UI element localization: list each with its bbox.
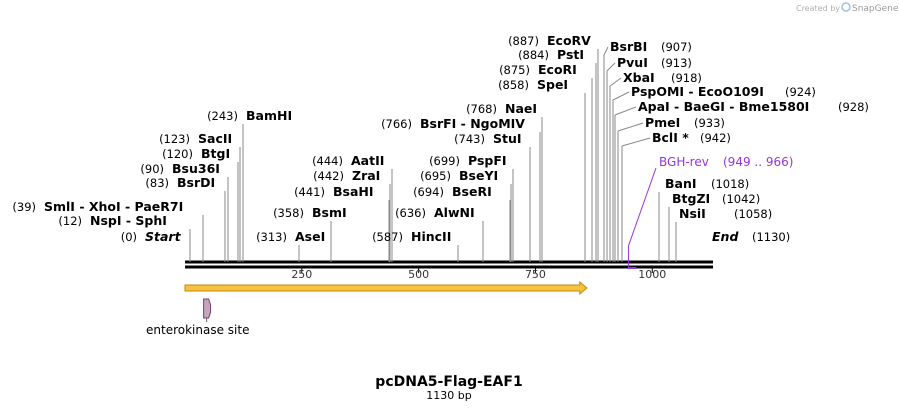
site-name[interactable]: End [712, 229, 739, 244]
site-name[interactable]: HincII [411, 229, 451, 244]
site-position: (924) [785, 85, 816, 99]
site-position: (887) [508, 34, 539, 48]
plasmid-name: pcDNA5-Flag-EAF1 [375, 374, 522, 390]
site-position: (313) [256, 230, 287, 244]
site-name[interactable]: PspFI [468, 153, 507, 168]
site-position: (1042) [722, 192, 760, 206]
site-position: (12) [58, 214, 82, 228]
site-position: (858) [498, 78, 529, 92]
site-position: (441) [294, 185, 325, 199]
site-name[interactable]: PvuI [617, 55, 648, 70]
tick-label: 750 [525, 268, 546, 281]
site-leader-elbow [609, 77, 622, 87]
site-name[interactable]: BseYI [459, 168, 498, 183]
site-position: (1058) [734, 207, 772, 221]
site-name[interactable]: BseRI [452, 184, 492, 199]
site-name[interactable]: BsrFI - NgoMIV [420, 116, 525, 131]
site-position: (0) [121, 230, 137, 244]
ruler-ticks: 250 500 750 1000 [291, 268, 666, 281]
site-name[interactable]: EcoRI [538, 62, 577, 77]
site-position: (695) [420, 169, 451, 183]
site-name[interactable]: Bsu36I [172, 161, 220, 176]
site-leader-elbow [606, 62, 616, 72]
credit-brand: SnapGene [852, 4, 899, 14]
site-name[interactable]: EcoRV [547, 33, 591, 48]
site-name[interactable]: AlwNI [434, 205, 475, 220]
site-name[interactable]: BsrBI [610, 39, 647, 54]
site-position: (123) [159, 132, 190, 146]
tick-label: 500 [408, 268, 429, 281]
site-name[interactable]: AseI [295, 229, 325, 244]
site-name[interactable]: ApaI - BaeGI - Bme1580I [638, 99, 809, 114]
site-position: (743) [454, 132, 485, 146]
site-position: (442) [313, 169, 344, 183]
site-leaders [189, 46, 677, 262]
site-name[interactable]: XbaI [623, 70, 655, 85]
site-position: (884) [518, 48, 549, 62]
site-name[interactable]: PstI [557, 47, 584, 62]
site-name[interactable]: NsiI [679, 206, 706, 221]
tick-label: 1000 [638, 268, 666, 281]
site-position: (83) [145, 176, 169, 190]
site-position: (694) [413, 185, 444, 199]
site-position: (913) [661, 56, 692, 70]
site-position: (587) [372, 230, 403, 244]
site-position: (918) [671, 71, 702, 85]
site-name[interactable]: SmlI - XhoI - PaeR7I [44, 199, 183, 214]
plasmid-length: 1130 bp [426, 389, 471, 402]
site-leader-elbow [612, 91, 630, 101]
site-name[interactable]: BclI * [652, 130, 689, 145]
site-position: (766) [381, 117, 412, 131]
site-leader-elbow [614, 106, 637, 116]
sequence-backbone [185, 260, 713, 269]
site-position: (120) [162, 147, 193, 161]
primer-range: (949 .. 966) [723, 155, 793, 169]
site-name[interactable]: BamHI [246, 108, 292, 123]
site-name[interactable]: Start [145, 229, 182, 244]
site-leader-elbow [621, 137, 651, 147]
site-position: (699) [429, 154, 460, 168]
site-position: (358) [273, 206, 304, 220]
credit-prefix: Created by [796, 4, 840, 13]
site-position: (444) [312, 154, 343, 168]
site-position: (875) [499, 63, 530, 77]
site-name[interactable]: BsrDI [177, 175, 215, 190]
tick-label: 250 [291, 268, 312, 281]
site-name[interactable]: BsaHI [333, 184, 374, 199]
primer-name: BGH-rev [659, 155, 709, 169]
feature-orf[interactable] [184, 280, 588, 296]
site-position: (1130) [752, 230, 790, 244]
site-name[interactable]: StuI [493, 131, 522, 146]
site-position: (942) [700, 131, 731, 145]
primer-bgh-rev[interactable]: BGH-rev (949 .. 966) [627, 155, 793, 269]
site-position: (933) [694, 116, 725, 130]
feature-label-enterokinase: enterokinase site [146, 323, 249, 337]
site-name[interactable]: BsmI [312, 205, 347, 220]
site-name[interactable]: AatII [351, 153, 384, 168]
snapgene-logo-icon [841, 2, 851, 12]
site-name[interactable]: NaeI [505, 101, 537, 116]
site-position: (243) [207, 109, 238, 123]
feature-enterokinase-site[interactable]: enterokinase site [146, 298, 249, 337]
site-name[interactable]: BanI [665, 176, 697, 191]
site-position: (907) [661, 40, 692, 54]
site-name[interactable]: BtgZI [672, 191, 710, 206]
site-name[interactable]: NspI - SphI [90, 213, 167, 228]
site-name[interactable]: PspOMI - EcoO109I [631, 84, 764, 99]
site-position: (39) [12, 200, 36, 214]
site-name[interactable]: SacII [198, 131, 232, 146]
site-position: (90) [140, 162, 164, 176]
restriction-sites: (0) Start (12) NspI - SphI (39) SmlI - XhoI -… [12, 33, 869, 244]
site-position: (636) [395, 206, 426, 220]
site-name[interactable]: PmeI [645, 115, 680, 130]
site-position: (928) [838, 100, 869, 114]
site-leader-elbow [617, 122, 644, 132]
site-leader-elbow [603, 46, 609, 56]
site-position: (1018) [711, 177, 749, 191]
site-name[interactable]: SpeI [537, 77, 568, 92]
site-position: (768) [466, 102, 497, 116]
site-name[interactable]: ZraI [352, 168, 380, 183]
site-name[interactable]: BtgI [201, 146, 230, 161]
